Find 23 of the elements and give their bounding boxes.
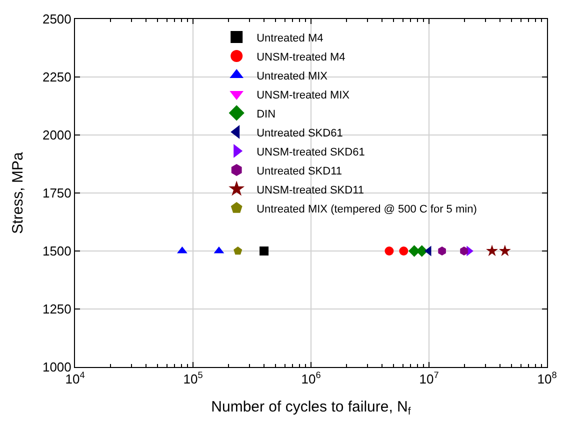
legend-label: UNSM-treated M4 bbox=[256, 51, 346, 64]
x-tick-label: 10$^{8}$ bbox=[537, 370, 557, 387]
legend-label: Untreated SKD11 bbox=[256, 165, 342, 178]
legend-label: UNSM-treated SKD61 bbox=[256, 146, 365, 158]
legend-label: UNSM-treated MIX bbox=[256, 89, 350, 102]
y-tick-label: 1500 bbox=[42, 244, 72, 259]
legend-label: Untreated M4 bbox=[256, 32, 324, 44]
x-tick-label: 10$^{7}$ bbox=[419, 370, 439, 387]
y-tick-label: 2250 bbox=[42, 70, 72, 85]
y-tick-label: 1000 bbox=[42, 360, 72, 375]
legend-label: Untreated SKD61 bbox=[256, 127, 343, 140]
y-tick-label: 2500 bbox=[42, 12, 72, 27]
legend-label: Untreated MIX (tempered @ 500 C for 5 min) bbox=[256, 203, 477, 216]
y-tick-label: 1250 bbox=[42, 302, 72, 317]
x-axis-title: Number of cycles to failure, N$_{f}$ bbox=[211, 398, 411, 418]
x-tick-label: 10$^{6}$ bbox=[301, 370, 321, 387]
y-tick-label: 1750 bbox=[42, 186, 72, 201]
legend-label: DIN bbox=[256, 108, 276, 120]
legend-label: Untreated MIX bbox=[256, 70, 328, 82]
x-tick-label: 10$^{5}$ bbox=[183, 370, 203, 387]
y-axis-title: Stress, MPa bbox=[10, 152, 27, 234]
legend-label: UNSM-treated SKD11 bbox=[256, 184, 364, 196]
y-tick-label: 2000 bbox=[42, 128, 72, 143]
